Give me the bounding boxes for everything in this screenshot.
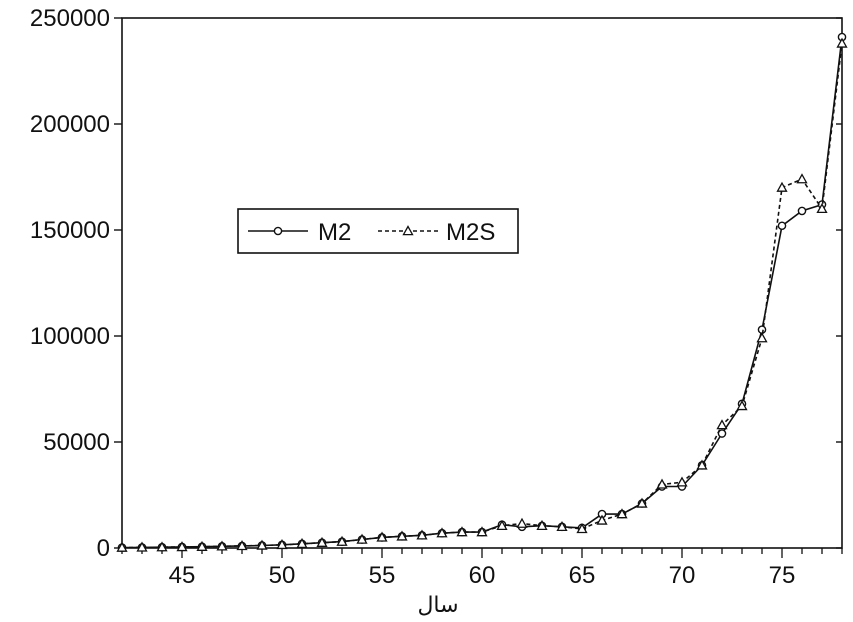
data-point-m2s (416, 529, 428, 540)
data-point-m2s (256, 539, 268, 550)
data-point-m2 (717, 429, 727, 438)
series-line-m2s (121, 43, 843, 549)
data-point-m2s (176, 541, 188, 552)
data-point-m2s (776, 181, 788, 192)
data-point-m2s (596, 514, 608, 525)
data-point-m2s (696, 459, 708, 470)
legend-label-m2: M2 (318, 219, 351, 246)
x-tick-label: 55 (369, 562, 396, 589)
data-point-m2s (656, 478, 668, 489)
y-tick-label: 100000 (30, 323, 110, 350)
data-point-m2s (156, 541, 168, 552)
series-m2 (117, 32, 847, 552)
x-tick-label: 60 (469, 562, 496, 589)
data-point-m2s (236, 540, 248, 551)
data-point-m2s (116, 541, 128, 552)
data-point-m2s (316, 536, 328, 547)
data-point-m2s (676, 476, 688, 487)
series-m2s (116, 37, 848, 552)
data-point-m2s (616, 508, 628, 519)
data-point-m2s (716, 419, 728, 430)
data-point-m2s (496, 519, 508, 530)
x-tick-label: 75 (769, 562, 796, 589)
legend: M2 M2S (237, 208, 519, 254)
x-tick-label: 45 (169, 562, 196, 589)
y-tick-label: 0 (97, 535, 110, 562)
data-point-m2s (636, 497, 648, 508)
data-point-m2s (736, 400, 748, 411)
data-point-m2s (276, 538, 288, 550)
data-point-m2 (777, 221, 787, 231)
data-point-m2 (797, 206, 807, 216)
data-point-m2s (396, 530, 408, 541)
data-point-m2s (576, 523, 588, 534)
data-point-m2s (816, 202, 828, 214)
data-point-m2s (536, 519, 548, 530)
data-point-m2s (556, 520, 568, 532)
x-tick-label: 50 (269, 562, 296, 589)
series-line-m2 (121, 37, 843, 549)
y-tick-label: 200000 (30, 111, 110, 138)
data-point-m2s (516, 517, 528, 528)
data-point-m2s (196, 540, 208, 551)
legend-marker-m2s (402, 225, 414, 236)
data-point-m2s (796, 173, 808, 184)
data-point-m2s (296, 537, 308, 549)
data-point-m2s (216, 540, 228, 551)
data-point-m2s (836, 37, 848, 48)
x-axis-label: سال (417, 593, 458, 618)
y-tick-label: 150000 (30, 217, 110, 244)
data-point-m2s (356, 533, 368, 544)
legend-label-m2s: M2S (446, 219, 495, 246)
data-point-m2s (476, 526, 488, 537)
legend-marker-m2 (273, 226, 283, 236)
x-tick-label: 70 (669, 562, 696, 589)
plot-frame (121, 17, 843, 549)
data-point-m2s (376, 531, 388, 542)
data-point-m2s (336, 535, 348, 546)
data-point-m2s (436, 527, 448, 538)
data-point-m2s (136, 541, 148, 552)
y-tick-label: 250000 (30, 5, 110, 32)
data-point-m2s (456, 526, 468, 537)
data-point-m2s (756, 332, 768, 343)
y-tick-label: 50000 (43, 429, 110, 456)
x-tick-label: 65 (569, 562, 596, 589)
